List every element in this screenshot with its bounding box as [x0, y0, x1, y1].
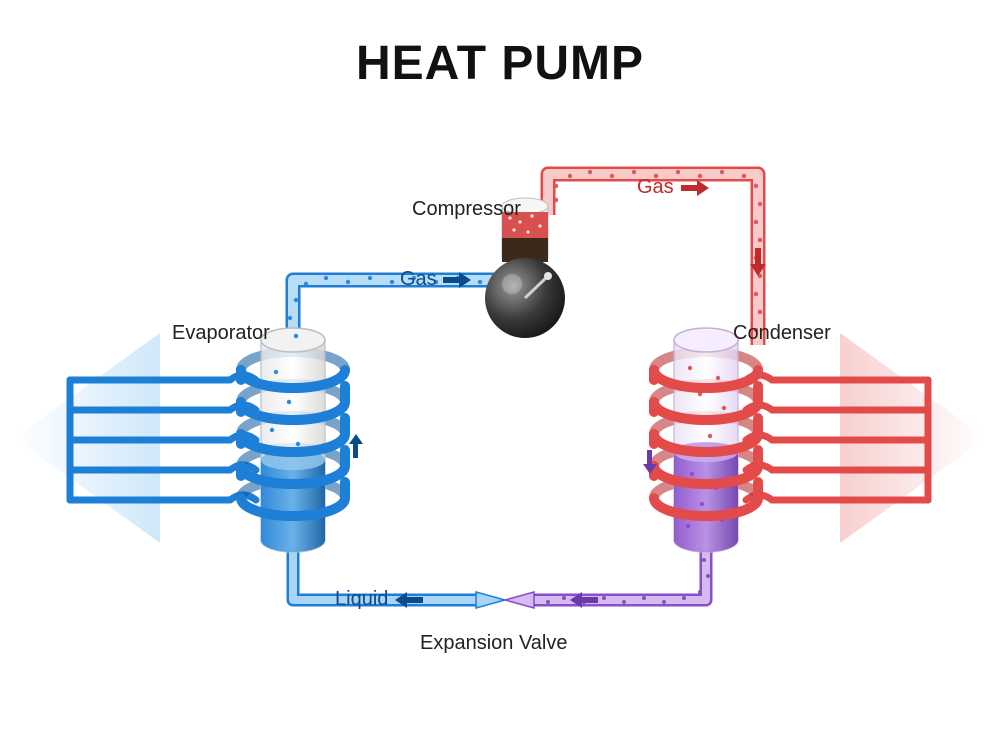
label-liquid: Liquid: [335, 588, 388, 611]
pipe-liquid-purple: [534, 548, 706, 600]
label-evaporator: Evaporator: [172, 322, 270, 345]
diagram-canvas: HEAT PUMP: [0, 0, 1000, 750]
label-gas-cold: Gas: [400, 268, 437, 291]
label-compressor: Compressor: [412, 198, 521, 221]
expansion-valve: [476, 592, 534, 608]
label-expansion-valve: Expansion Valve: [420, 632, 568, 655]
label-gas-hot: Gas: [637, 176, 674, 199]
condenser-cylinder: [654, 328, 758, 552]
pipe-hot-gas: [548, 174, 758, 345]
label-condenser: Condenser: [733, 322, 831, 345]
